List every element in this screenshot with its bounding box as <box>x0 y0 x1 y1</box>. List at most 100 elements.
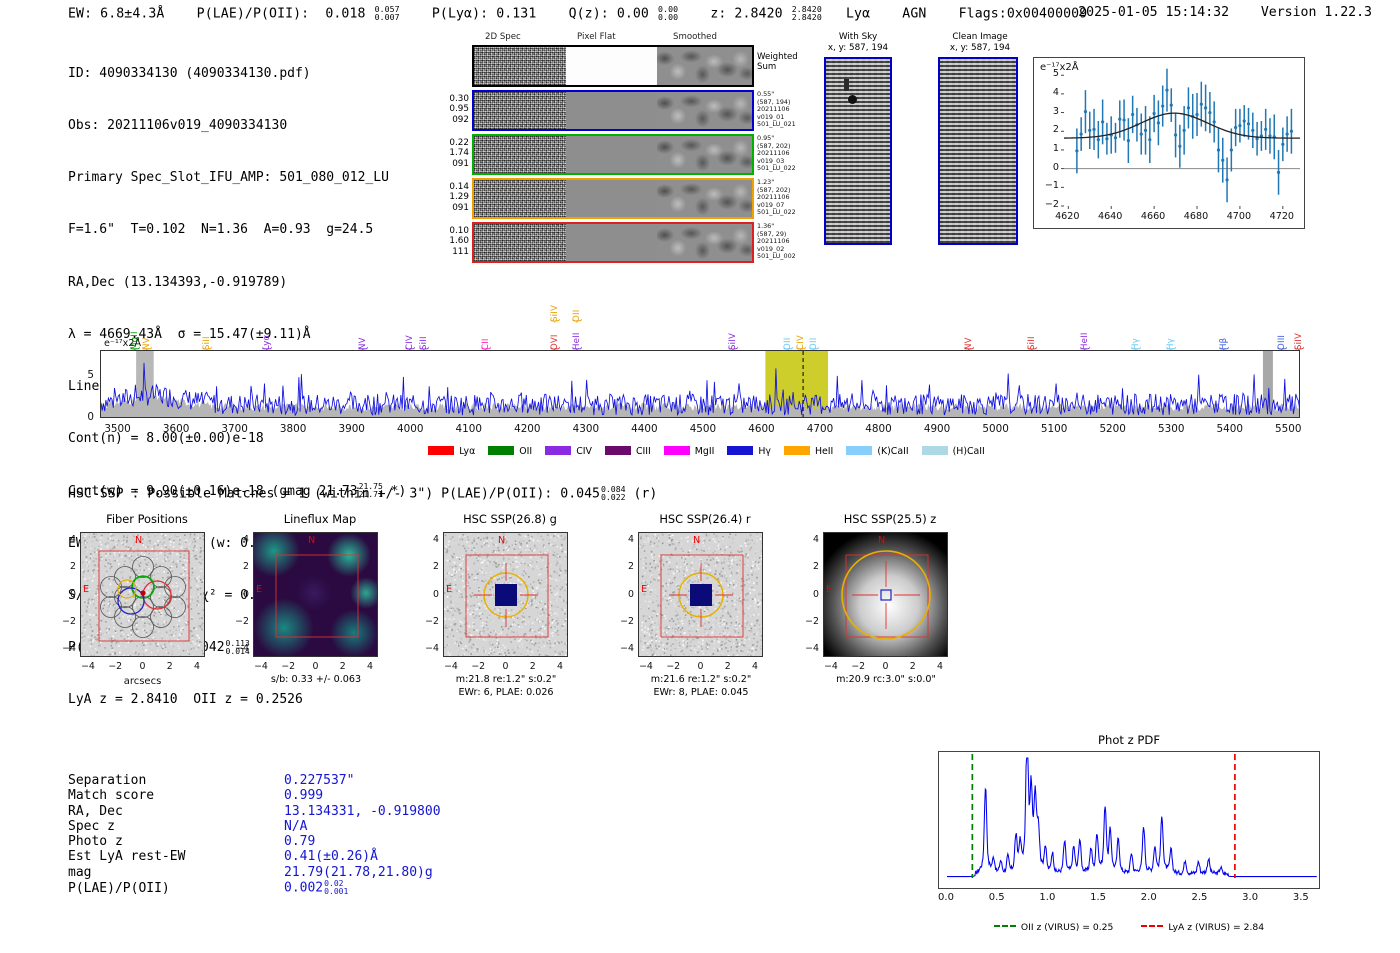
info-cont-n: Cont(n) = 8.00(±0.00)e-18 <box>68 431 264 447</box>
hsc-xtick: 0 <box>312 661 319 672</box>
zoom-spectrum-ytick: 3 <box>1052 105 1059 117</box>
legend-swatch <box>727 446 754 455</box>
legend-label: MgII <box>694 446 715 457</box>
match-key: RA, Dec <box>68 803 123 819</box>
photz-pdf-svg <box>947 754 1317 878</box>
hsc-ytick: 2 <box>243 561 249 573</box>
hsc-ytick: 4 <box>243 534 249 545</box>
hsc-image-0 <box>80 532 205 657</box>
legend-label: OII <box>519 446 533 457</box>
full-spectrum-xtick: 4600 <box>748 423 775 435</box>
legend-swatch <box>545 446 572 455</box>
match-row: mag 21.79(21.78,21.80)g <box>68 865 441 880</box>
zoom-spectrum-ytick: 2 <box>1052 124 1059 136</box>
photz-legend-label: LyA z (VIRUS) = 2.84 <box>1168 922 1265 933</box>
legend-label: CIII <box>635 446 651 457</box>
legend-swatch <box>846 446 873 455</box>
header-qz-range: 0.00 0.00 <box>658 4 679 23</box>
hsc-ytick: −2 <box>235 615 249 627</box>
hsc-panel-title: Lineflux Map <box>283 512 357 526</box>
hsc-ytick: −4 <box>620 643 634 654</box>
legend-label: Hγ <box>758 446 771 457</box>
spec2d-row-2 <box>472 178 754 219</box>
hsc-ytick: 2 <box>433 561 439 573</box>
hsc-xtick: −4 <box>254 661 268 672</box>
hsc-ytick: 0 <box>243 588 249 600</box>
full-spectrum-xtick: 5300 <box>1157 423 1185 435</box>
emission-line-bracket: { <box>572 317 584 324</box>
hsc-ytick: −2 <box>425 615 439 627</box>
compass-north: N <box>693 535 701 546</box>
spec2d-row-3-meta: 1.36" (587, 29) 20211106 v019_02 501_LU_… <box>757 222 796 261</box>
hsc-header-text: HSC-SSP : Possible Matches = 1 (within +… <box>68 486 600 502</box>
hsc-xaxis-label: arcsecs <box>123 676 162 687</box>
header-classification: Lyα <box>845 6 871 22</box>
legend-label: CIV <box>576 446 592 457</box>
spec2d-col-title-pixelflat: Pixel Flat <box>577 32 616 42</box>
hsc-xtick: 0 <box>697 661 704 672</box>
hsc-xtick: 2 <box>339 661 346 672</box>
header-timestamp-version: 2025-01-05 15:14:32 Version 1.22.3 <box>1078 5 1372 20</box>
match-key: Spec z <box>68 818 115 834</box>
match-row: Photo z 0.79 <box>68 834 441 849</box>
full-spectrum-xtick: 3700 <box>221 423 248 435</box>
spec2d-col-title-smoothed: Smoothed <box>673 32 717 42</box>
legend-label: HeII <box>814 446 834 457</box>
hsc-ytick: 4 <box>628 534 634 545</box>
match-row-plae: P(LAE)/P(OII) 0.0020.02 0.001 <box>68 879 441 897</box>
match-value-plae-range: 0.02 0.001 <box>324 879 349 897</box>
hsc-xtick: −4 <box>639 661 653 672</box>
compass-east: E <box>826 584 833 595</box>
spec2d-row-2-left: 0.14 1.29 091 <box>449 182 469 213</box>
hsc-panel-caption: m:20.9 rc:3.0" s:0.0" <box>836 674 936 685</box>
full-spectrum-xtick: 4100 <box>455 423 482 435</box>
spec2d-weighted-sum-label: Weighted Sum <box>757 52 798 72</box>
header-plya: P(Lyα): 0.131 <box>431 6 537 22</box>
full-spectrum-panel: MgII{NV{SiII{Lyα{NV{CIV{SiII{CII{OVI{HeI… <box>0 268 1400 468</box>
header-plae-value: 0.018 <box>325 6 366 22</box>
info-cont-w-range: 21.75 21.71 <box>358 481 383 500</box>
header-ew: EW: 6.8±4.3Å <box>68 6 165 22</box>
match-value-plae: 0.002 <box>284 880 324 896</box>
photz-pdf-title: Phot z PDF <box>1097 733 1161 747</box>
hsc-xtick: −2 <box>666 661 681 672</box>
hsc-header: HSC-SSP : Possible Matches = 1 (within +… <box>68 484 658 503</box>
hsc-panel-title: HSC SSP(26.4) r <box>659 512 751 526</box>
photz-pdf-legend: OII z (VIRUS) = 0.25 LyA z (VIRUS) = 2.84 <box>938 922 1320 933</box>
legend-swatch <box>428 446 455 455</box>
match-key: Photo z <box>68 834 123 850</box>
compass-north: N <box>878 535 886 546</box>
hsc-image-2 <box>443 532 568 657</box>
hsc-ytick: −2 <box>62 615 76 627</box>
hsc-ytick: 4 <box>70 534 76 545</box>
hsc-xtick: 4 <box>367 661 373 672</box>
full-spectrum-ytick: 5 <box>87 368 94 381</box>
info-plae-range: 0.113 0.014 <box>225 638 250 656</box>
photz-xtick: 1.0 <box>1039 892 1056 903</box>
header-qz: Q(z): 0.00 <box>568 6 649 22</box>
zoom-spectrum-xtick: 4620 <box>1055 211 1080 222</box>
match-value: 13.134331, -0.919800 <box>284 803 441 819</box>
full-spectrum-xtick: 4800 <box>865 423 892 435</box>
hsc-xtick: −2 <box>851 661 866 672</box>
match-row: RA, Dec 13.134331, -0.919800 <box>68 804 441 819</box>
legend-swatch <box>663 446 690 455</box>
hsc-ytick: 0 <box>813 588 819 600</box>
header-summary-line: EW: 6.8±4.3Å P(LAE)/P(OII): 0.018 0.057 0… <box>68 5 1087 22</box>
full-spectrum-xtick: 5500 <box>1275 423 1302 435</box>
photz-xtick: 2.0 <box>1140 892 1157 903</box>
compass-north: N <box>135 535 143 546</box>
zoom-spectrum-ytick: 1 <box>1052 142 1059 154</box>
full-spectrum-xtick: 5100 <box>1040 423 1068 435</box>
zoom-spectrum-units: e⁻¹⁷x2Å <box>1040 62 1079 73</box>
hsc-xtick: 2 <box>909 661 916 672</box>
hsc-xtick: −4 <box>444 661 458 672</box>
spec2d-row-0 <box>472 90 754 131</box>
compass-north: N <box>498 535 506 546</box>
compass-east: E <box>83 584 90 595</box>
full-spectrum-xtick: 5000 <box>982 423 1009 435</box>
info-obs: Obs: 20211106v019_4090334130 <box>68 118 288 134</box>
hsc-xtick: 0 <box>882 661 889 672</box>
hsc-xtick: 4 <box>557 661 563 672</box>
legend-label: (H)CaII <box>952 446 985 457</box>
